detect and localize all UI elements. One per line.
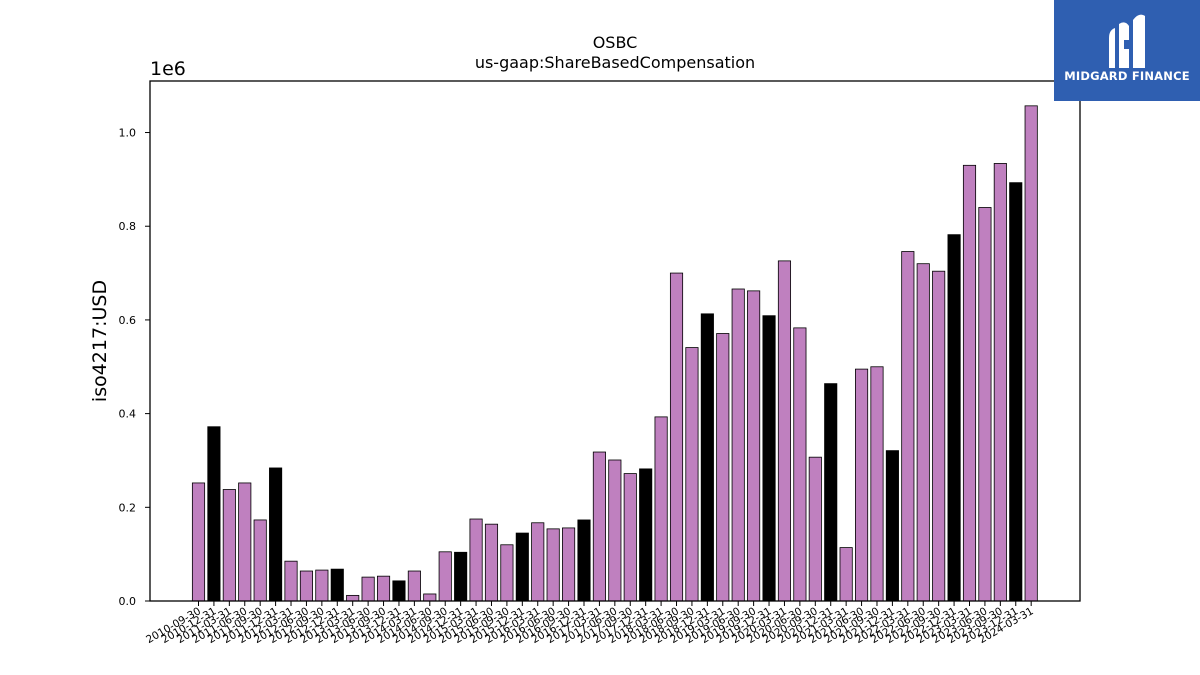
bar-2013-12-31 [392, 580, 406, 602]
bar-2012-03-31 [284, 560, 298, 602]
bar-2010-09-30 [191, 482, 206, 602]
bar-2016-12-31 [577, 519, 591, 602]
bar-2023-09-30 [993, 163, 1007, 602]
bar-2022-03-31 [901, 251, 915, 602]
bar-2020-03-31 [777, 260, 792, 602]
bar-2014-09-30 [438, 551, 452, 602]
bar-2013-09-30 [376, 575, 391, 602]
bar-2013-03-31 [346, 594, 360, 602]
midgard-finance-logo: MIDGARD FINANCE [1054, 0, 1200, 101]
bar-2011-09-30 [253, 519, 267, 602]
bar-2015-12-31 [515, 532, 529, 602]
bar-2017-09-30 [623, 473, 637, 602]
midgard-monogram-icon [1109, 14, 1145, 69]
bar-2017-06-30 [608, 459, 622, 602]
bar-2021-06-30 [855, 368, 869, 602]
bar-2021-03-31 [839, 547, 853, 602]
bar-2019-09-30 [747, 290, 761, 602]
bar-2016-03-31 [531, 522, 545, 602]
y-tick-label: 0.0 [119, 595, 137, 608]
y-tick-label: 0.6 [119, 314, 137, 327]
bar-2023-06-30 [978, 207, 992, 602]
bar-2017-12-31 [639, 468, 653, 602]
chart-title: OSBC [593, 33, 638, 52]
plot-frame [149, 80, 1081, 602]
bar-2020-09-30 [808, 456, 822, 602]
bar-2015-03-31 [469, 518, 483, 602]
bar-2020-06-30 [793, 327, 807, 602]
bar-2022-09-30 [932, 270, 946, 602]
bar-2011-06-30 [238, 482, 252, 602]
bar-2021-12-31 [885, 450, 899, 602]
bar-2018-12-31 [700, 313, 714, 602]
bar-2010-12-31 [207, 426, 221, 602]
bars-layer [191, 105, 1038, 602]
bar-2014-03-31 [407, 570, 421, 602]
bar-2019-06-30 [731, 288, 745, 602]
bar-2012-12-31 [330, 568, 344, 602]
bar-2019-12-31 [762, 315, 776, 602]
bar-2023-12-31 [1009, 182, 1023, 602]
chart-subtitle: us-gaap:ShareBasedCompensation [475, 53, 755, 72]
bar-2016-09-30 [562, 527, 576, 602]
bar-2015-09-30 [500, 544, 514, 602]
bar-2022-12-31 [947, 234, 961, 602]
bar-2021-09-30 [870, 366, 884, 602]
y-axis-scale-label: 1e6 [150, 58, 186, 80]
bar-2013-06-30 [361, 576, 375, 602]
bar-2023-03-31 [962, 164, 977, 602]
bar-2018-06-30 [669, 272, 684, 602]
bar-2017-03-31 [592, 451, 606, 602]
x-axis-ticks: 2010-09-302010-12-312011-03-312011-06-30… [144, 601, 1036, 646]
bar-2022-06-30 [916, 263, 930, 602]
y-tick-label: 0.4 [119, 408, 137, 421]
bar-2011-12-31 [269, 467, 283, 602]
bar-2020-12-31 [824, 383, 838, 602]
bar-2012-09-30 [315, 569, 329, 602]
bar-2014-06-30 [423, 593, 437, 602]
logo-text: MIDGARD FINANCE [1064, 69, 1190, 83]
y-tick-label: 0.8 [119, 220, 137, 233]
y-axis-label: iso4217:USD [89, 280, 111, 402]
bar-2018-03-31 [654, 416, 668, 602]
y-tick-label: 1.0 [119, 127, 137, 140]
bar-2016-06-30 [546, 528, 560, 602]
bar-2014-12-31 [454, 551, 468, 602]
y-tick-label: 0.2 [119, 501, 137, 514]
bar-2019-03-31 [716, 333, 730, 602]
bar-2024-03-31 [1024, 105, 1038, 602]
bar-2018-09-30 [685, 347, 699, 602]
bar-2011-03-31 [222, 489, 236, 602]
bar-2012-06-30 [299, 570, 313, 602]
y-axis-ticks: 0.0 0.2 0.4 0.6 0.8 1.0 [119, 127, 150, 608]
bar-2015-06-30 [484, 523, 499, 602]
